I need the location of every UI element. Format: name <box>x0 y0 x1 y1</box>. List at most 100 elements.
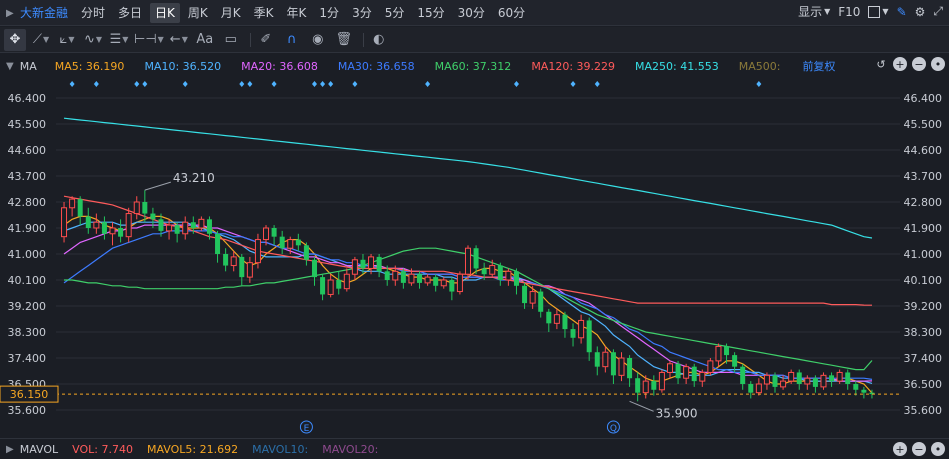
arrow-left-icon: ← <box>169 32 181 47</box>
measure-icon: ⊢⊣ <box>134 32 157 47</box>
note-tool[interactable]: ▭ <box>220 29 242 51</box>
y-tick-right: 41.900 <box>904 222 943 235</box>
period-tab[interactable]: 季K <box>253 5 274 20</box>
magnet-tool[interactable]: ∩ <box>281 29 303 51</box>
candle-body <box>287 239 294 249</box>
settings-icon[interactable]: • <box>931 57 945 71</box>
dividend-marker <box>320 81 326 87</box>
fib-tool[interactable]: ☰ ▼ <box>108 29 130 51</box>
period-tab[interactable]: 周K <box>187 5 208 20</box>
ma-value: MA5: 36.190 <box>54 59 125 73</box>
collapse-icon[interactable]: ▶ <box>6 443 14 455</box>
add-icon[interactable]: + <box>893 442 907 456</box>
remove-icon[interactable]: − <box>912 57 926 71</box>
undo-icon[interactable]: ↺ <box>876 57 886 71</box>
period-tab[interactable]: 5分 <box>384 5 405 20</box>
kline-chart[interactable]: 46.400 46.400 45.500 45.500 44.600 44.600 43.7… <box>0 78 949 438</box>
current-price-tag <box>0 385 59 403</box>
layout-button[interactable]: ▼ <box>868 5 889 18</box>
period-tab[interactable]: 年K <box>286 5 307 20</box>
candle-body <box>166 224 173 232</box>
candle-body <box>820 374 827 388</box>
wave-tool[interactable]: ∿ ▼ <box>82 29 104 51</box>
dividend-marker <box>311 81 317 87</box>
candle-body <box>763 374 770 385</box>
candle-body <box>812 378 818 387</box>
current-price-label: 36.150 <box>10 388 49 401</box>
channel-tool[interactable]: ⟀ ▼ <box>56 29 78 51</box>
candle-body <box>198 218 205 229</box>
candle-body <box>61 207 68 238</box>
arrow-tool[interactable]: ← ▼ <box>168 29 190 51</box>
visibility-tool[interactable]: ◉ <box>307 29 329 51</box>
y-tick-right: 37.400 <box>904 352 943 365</box>
period-tab[interactable]: 多日 <box>118 5 143 20</box>
candle-body <box>522 285 528 304</box>
period-tab[interactable]: 月K <box>220 5 241 20</box>
toggle-icon: ◐ <box>373 32 385 47</box>
volume-values: VOL: 7.740 MAVOL5: 21.692 MAVOL10: MAVOL20: <box>72 443 392 456</box>
f10-button[interactable]: F10 <box>838 4 861 19</box>
candle-body <box>118 228 124 237</box>
volume-value: VOL: 7.740 <box>72 442 133 456</box>
candle-body <box>553 314 560 324</box>
candle-body <box>780 380 787 388</box>
indicator-controls: ↺ + − • <box>869 57 945 71</box>
candle-body <box>230 256 237 267</box>
draw-pen-button[interactable]: ✎ <box>897 5 907 19</box>
candle-body <box>142 202 148 214</box>
adjust-mode-button[interactable]: 前复权 <box>802 60 836 73</box>
y-tick-left: 41.000 <box>8 248 47 261</box>
volume-value: MAVOL20: <box>322 442 379 456</box>
delete-tool[interactable]: 🗑 <box>333 29 355 51</box>
collapse-icon[interactable]: ▼ <box>6 60 14 72</box>
period-tab[interactable]: 1分 <box>319 5 340 20</box>
stock-selector[interactable]: ▶ 大新金融 <box>6 4 68 21</box>
y-tick-left: 35.600 <box>8 404 47 417</box>
period-tab[interactable]: 60分 <box>497 5 526 20</box>
candle-body <box>320 277 326 295</box>
line-tool[interactable]: ⟋ ▼ <box>30 29 52 51</box>
candle-body <box>836 371 843 382</box>
min-pointer <box>629 400 654 412</box>
display-button[interactable]: 显示 ▼ <box>798 5 831 19</box>
candle-body <box>174 225 180 234</box>
candle-body <box>829 375 835 382</box>
candle-body <box>578 319 585 339</box>
period-tab[interactable]: 分时 <box>81 5 106 20</box>
top-right-controls: 显示 ▼ F10 ▼ ✎ ⚙ ⤢ <box>790 3 943 20</box>
candle-body <box>869 392 875 395</box>
candle-body <box>215 233 221 254</box>
expand-icon: ⤢ <box>933 4 943 18</box>
toolbar-divider <box>362 32 364 47</box>
candle-body <box>755 383 762 394</box>
max-pointer <box>144 181 171 191</box>
min-label: 35.900 <box>656 406 698 420</box>
y-tick-right: 41.000 <box>904 248 943 261</box>
remove-icon[interactable]: − <box>912 442 926 456</box>
caret-down-icon: ▼ <box>824 7 831 16</box>
candle-body <box>788 371 795 382</box>
candle-body <box>715 345 722 362</box>
period-tab[interactable]: 30分 <box>457 5 485 20</box>
candle-body <box>101 222 107 234</box>
toggle-tool[interactable]: ◐ <box>368 29 390 51</box>
expand-button[interactable]: ⤢ <box>933 4 943 19</box>
add-icon[interactable]: + <box>893 57 907 71</box>
measure-tool[interactable]: ⊢⊣ ▼ <box>134 29 164 51</box>
move-tool[interactable]: ✥ <box>4 28 26 51</box>
candle-body <box>190 222 196 228</box>
period-tab[interactable]: 15分 <box>417 5 445 20</box>
settings-button[interactable]: ⚙ <box>915 5 926 19</box>
candle-body <box>93 221 100 229</box>
candle-body <box>497 265 503 280</box>
text-tool[interactable]: Aa <box>194 29 216 51</box>
candle-body <box>707 360 714 373</box>
period-tab[interactable]: 3分 <box>352 5 372 20</box>
candle-body <box>594 352 600 367</box>
period-tab[interactable]: 日K <box>150 2 180 23</box>
eraser-tool[interactable]: ✐ <box>255 29 277 51</box>
settings-icon[interactable]: • <box>931 442 945 456</box>
candle-body <box>311 259 317 278</box>
caret-down-icon: ▼ <box>181 35 188 44</box>
